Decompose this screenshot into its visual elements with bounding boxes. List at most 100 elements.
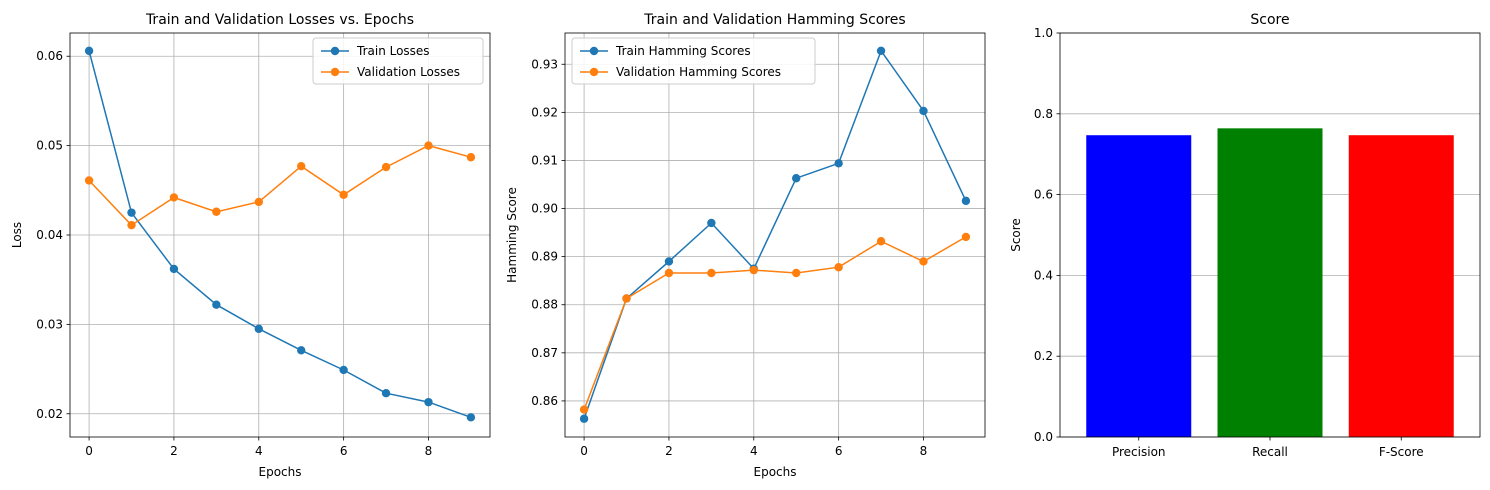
data-point <box>339 365 348 375</box>
series-line-0 <box>583 49 967 419</box>
data-point <box>707 268 716 278</box>
data-point <box>127 220 136 230</box>
bar-f-score <box>1348 135 1454 437</box>
loss-chart-xlabel: Epochs <box>259 465 302 479</box>
data-point <box>212 207 221 216</box>
y-tick-label: 0.89 <box>531 250 558 264</box>
y-tick-label: 1.0 <box>1034 26 1053 40</box>
legend-swatch-marker <box>589 67 599 77</box>
hamming-chart-ylabel: Hamming Score <box>505 187 519 283</box>
series-line-1 <box>88 144 472 227</box>
legend-entry: Validation Hamming Scores <box>616 65 781 79</box>
legend-frame <box>571 37 816 85</box>
score-chart: Score 0.0 0.2 0.4 0.6 0.8 1.0 Precision Recall F… <box>1009 12 1481 459</box>
data-point <box>381 389 391 398</box>
data-point <box>834 159 843 168</box>
score-chart-title: Score <box>1250 12 1289 28</box>
y-tick-label: 0.87 <box>531 346 558 360</box>
loss-chart-title: Train and Validation Losses vs. Epochs <box>145 12 414 28</box>
legend-swatch-marker <box>330 46 340 56</box>
data-point <box>961 232 971 242</box>
x-tick-label: Recall <box>1252 445 1288 459</box>
loss-chart: Train and Validation Losses vs. Epochs 0… <box>10 12 491 479</box>
hamming-chart: Train and Validation Hamming Scores 0.86… <box>505 12 986 479</box>
y-tick-label: 0.06 <box>36 49 63 63</box>
y-tick-label: 0.03 <box>36 317 63 331</box>
y-tick-label: 0.0 <box>1034 430 1053 444</box>
legend-entry: Validation Losses <box>357 65 460 79</box>
y-tick-label: 0.05 <box>36 139 63 153</box>
y-tick-label: 0.8 <box>1034 107 1053 121</box>
y-tick-label: 0.02 <box>36 407 63 421</box>
data-point <box>127 208 136 217</box>
y-tick-label: 0.93 <box>531 57 558 71</box>
hamming-chart-title: Train and Validation Hamming Scores <box>643 12 905 28</box>
data-point <box>834 263 843 272</box>
data-point <box>297 346 306 355</box>
x-tick-label: 0 <box>580 444 588 458</box>
x-tick-label: 6 <box>340 444 348 458</box>
data-point <box>961 196 971 206</box>
data-point <box>212 300 221 309</box>
data-point <box>622 294 631 303</box>
data-point <box>707 218 716 228</box>
legend-frame <box>312 37 484 85</box>
data-point <box>919 106 928 116</box>
data-point <box>792 268 801 278</box>
data-point <box>792 174 801 183</box>
bar-precision <box>1086 135 1192 437</box>
legend-entry: Train Losses <box>356 44 430 58</box>
y-tick-label: 0.86 <box>531 394 558 408</box>
data-point <box>664 257 674 266</box>
y-tick-label: 0.88 <box>531 298 558 312</box>
y-tick-label: 0.92 <box>531 105 558 119</box>
data-point <box>466 153 476 162</box>
y-tick-label: 0.4 <box>1034 268 1053 282</box>
data-point <box>664 268 674 278</box>
legend-swatch-marker <box>330 67 340 77</box>
loss-chart-legend: Train Losses Validation Losses <box>312 37 484 85</box>
series-line-1 <box>583 236 967 410</box>
data-point <box>876 237 886 246</box>
data-point <box>424 397 433 407</box>
data-point <box>169 193 179 202</box>
x-tick-label: 0 <box>85 444 93 458</box>
data-point <box>876 46 886 55</box>
bar-recall <box>1217 128 1323 437</box>
data-point <box>84 46 94 56</box>
data-point <box>424 141 433 150</box>
score-chart-ylabel: Score <box>1009 218 1023 252</box>
hamming-chart-legend: Train Hamming Scores Validation Hamming S… <box>571 37 816 85</box>
hamming-chart-xlabel: Epochs <box>754 465 797 479</box>
y-tick-label: 0.91 <box>531 153 558 167</box>
y-tick-label: 0.04 <box>36 228 63 242</box>
data-point <box>579 405 589 414</box>
hamming-chart-frame <box>564 32 986 438</box>
data-point <box>84 176 94 185</box>
data-point <box>169 264 179 274</box>
data-point <box>579 414 589 423</box>
x-tick-label: 4 <box>750 444 758 458</box>
legend-entry: Train Hamming Scores <box>615 44 751 58</box>
data-point <box>254 197 263 207</box>
x-tick-label: 6 <box>835 444 843 458</box>
loss-chart-ylabel: Loss <box>10 222 24 248</box>
x-tick-label: 8 <box>920 444 928 458</box>
x-tick-label: 8 <box>425 444 433 458</box>
data-point <box>466 413 476 422</box>
x-tick-label: 2 <box>665 444 673 458</box>
series-line-0 <box>88 50 472 419</box>
x-tick-label: 2 <box>170 444 178 458</box>
data-point <box>381 162 391 172</box>
y-tick-label: 0.6 <box>1034 188 1053 202</box>
y-tick-label: 0.2 <box>1034 349 1053 363</box>
data-point <box>339 190 348 199</box>
x-tick-label: F-Score <box>1379 445 1424 459</box>
x-tick-label: 4 <box>255 444 263 458</box>
y-tick-label: 0.90 <box>531 202 558 216</box>
x-tick-label: Precision <box>1112 445 1166 459</box>
data-point <box>254 324 263 334</box>
data-point <box>749 265 758 275</box>
data-point <box>919 257 928 266</box>
